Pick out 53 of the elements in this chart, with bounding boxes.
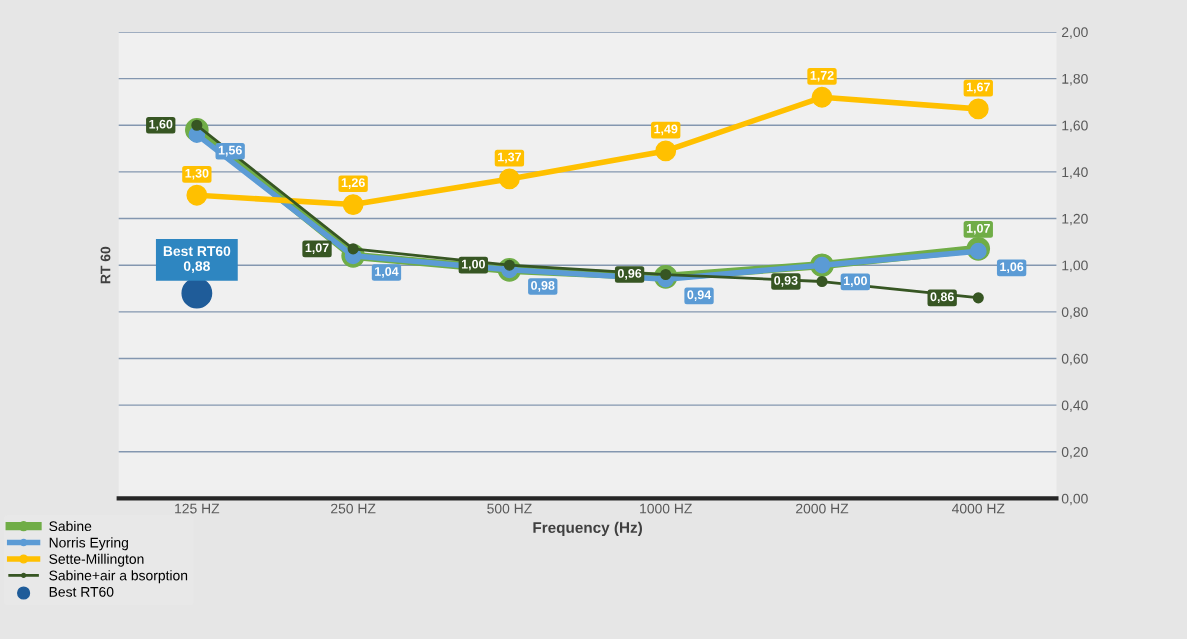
point: [499, 168, 520, 190]
data-label: 1,00: [843, 276, 867, 288]
y-tick-label: 0,80: [1061, 307, 1088, 319]
legend-label: Sette-Millington: [49, 553, 144, 567]
data-label: 1,56: [218, 145, 242, 157]
data-label: 0,93: [774, 276, 798, 287]
y-tick-label: 0,40: [1061, 400, 1088, 412]
point: [972, 292, 984, 304]
data-label: 0,86: [930, 292, 954, 304]
data-label: 1,49: [654, 124, 678, 136]
y-tick-label: 1,60: [1062, 120, 1088, 133]
data-label: Best RT60 0,88: [163, 246, 231, 273]
y-tick-label: 0,60: [1061, 353, 1088, 366]
point: [811, 86, 833, 108]
x-tick-label: 2000 HZ: [796, 503, 849, 514]
point: [347, 243, 359, 255]
y-tick-label: 1,20: [1062, 213, 1088, 226]
point: [342, 194, 364, 215]
legend-label: Best RT60: [49, 586, 114, 597]
point: [655, 140, 677, 162]
point: [816, 275, 828, 288]
y-axis-title: RT 60: [100, 246, 111, 284]
x-tick-label: 125 HZ: [175, 503, 220, 514]
x-tick-label: 250 HZ: [331, 503, 376, 514]
data-label: 1,60: [149, 119, 173, 131]
legend-label: Sabine: [49, 520, 92, 532]
data-label: 1,00: [461, 259, 485, 271]
data-label: 1,67: [966, 82, 990, 94]
data-label: 1,72: [810, 70, 834, 82]
data-label: 1,06: [1000, 262, 1024, 274]
x-axis-title: Frequency (Hz): [533, 521, 642, 537]
y-tick-label: 2,00: [1061, 27, 1088, 39]
legend-label: Norris Eyring: [49, 537, 128, 551]
y-tick-label: 1,80: [1062, 73, 1088, 86]
data-label: 1,07: [966, 223, 990, 235]
data-label: 1,30: [185, 168, 209, 180]
legend-label: Sabine+air a bsorption: [49, 570, 188, 584]
y-tick-label: 0,20: [1061, 447, 1088, 459]
data-label: 1,07: [305, 243, 329, 255]
y-tick-label: 1,00: [1062, 260, 1088, 272]
data-label: 0,96: [617, 269, 642, 280]
point: [967, 98, 989, 120]
data-label: 1,37: [498, 152, 522, 164]
data-label: 1,04: [375, 267, 399, 278]
data-label: 0,94: [687, 290, 712, 302]
data-label: 0,98: [531, 281, 555, 292]
data-label: 1,26: [341, 178, 365, 189]
y-tick-label: 0,00: [1061, 493, 1088, 506]
point: [186, 184, 208, 206]
y-tick-label: 1,40: [1062, 167, 1088, 179]
x-tick-label: 500 HZ: [487, 503, 532, 514]
x-tick-label: 1000 HZ: [640, 503, 692, 514]
x-tick-label: 4000 HZ: [951, 503, 1005, 514]
